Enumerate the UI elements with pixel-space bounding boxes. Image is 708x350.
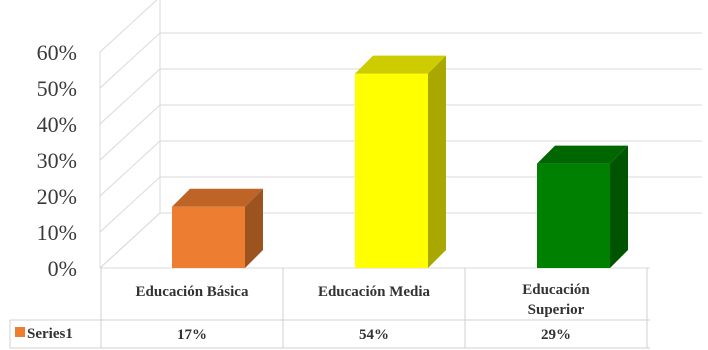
legend-swatch [15, 327, 25, 337]
category-label: Educación Básica [136, 284, 249, 300]
bar-front [355, 73, 428, 268]
gridline-side [99, 32, 161, 89]
category-label: Educación [522, 282, 590, 298]
gridline-side [99, 104, 161, 161]
bar-side [610, 145, 628, 268]
bar [172, 188, 263, 268]
bar-side [245, 188, 263, 268]
bar-front [537, 163, 610, 268]
y-tick-label: 50% [37, 76, 77, 101]
gridline-side [99, 176, 161, 233]
y-tick-label: 60% [37, 40, 77, 65]
value-label: 17% [177, 327, 207, 343]
gridline-side [99, 212, 161, 269]
y-tick-label: 0% [48, 256, 77, 281]
legend-label: Series1 [27, 326, 73, 342]
bar [537, 145, 628, 268]
bar-top [355, 55, 446, 74]
category-label: Educación Media [318, 284, 431, 300]
y-axis-ticks: 0% 10% 20% 30% 40% 50% 60% [37, 40, 77, 281]
bar-side [428, 55, 446, 268]
y-tick-label: 10% [37, 220, 77, 245]
y-tick-label: 40% [37, 112, 77, 137]
bar-top [172, 188, 263, 207]
y-tick-label: 20% [37, 184, 77, 209]
value-label: 54% [359, 327, 389, 343]
data-table: Educación Básica Educación Media Educación… [9, 268, 650, 349]
bar-front [172, 206, 245, 268]
bar-top [537, 145, 628, 164]
bars [172, 55, 628, 268]
gridline-side [99, 68, 161, 125]
value-label: 29% [541, 327, 571, 343]
y-tick-label: 30% [37, 148, 77, 173]
gridline-side [99, 0, 158, 53]
gridline-side [99, 140, 161, 197]
category-label: Superior [528, 302, 585, 318]
bar [355, 55, 446, 268]
